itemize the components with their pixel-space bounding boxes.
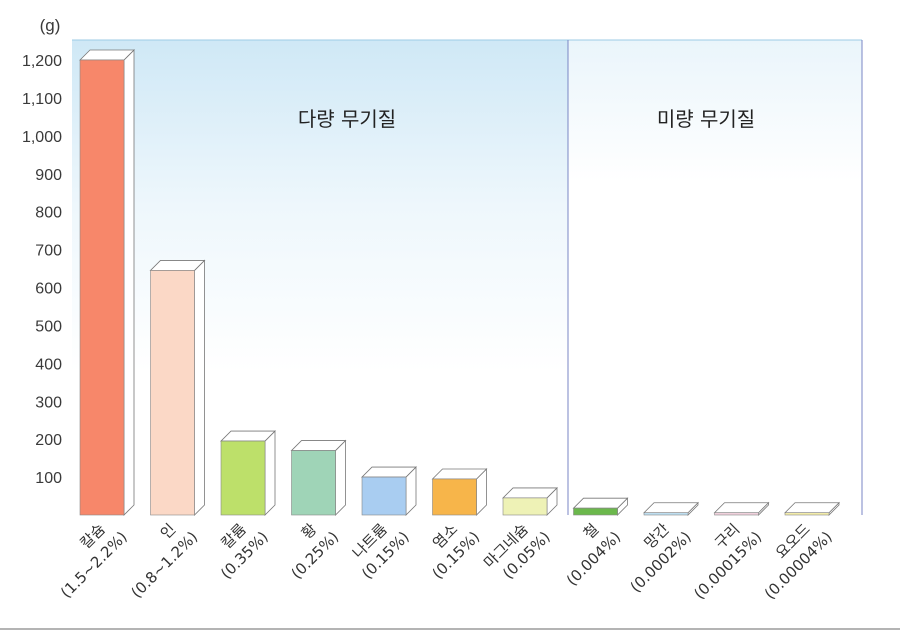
bar-side [194, 259, 205, 516]
bar-2 [149, 259, 206, 516]
bar-top [79, 49, 135, 61]
bar-top [572, 497, 629, 509]
bar-front [643, 512, 689, 516]
bar-5 [361, 466, 417, 516]
y-tick-label: 800 [35, 205, 62, 222]
y-tick-label: 600 [35, 281, 62, 298]
x-tick-label: 요오드(0.00004%) [761, 520, 836, 603]
x-tick-label: 망간(0.0002%) [627, 520, 695, 596]
y-tick-label: 900 [35, 167, 62, 184]
bar-top [290, 440, 347, 451]
y-tick-label: 200 [35, 432, 62, 449]
bar-front [291, 450, 336, 516]
region-label-macro: 다량 무기질 [298, 107, 396, 131]
bar-top [220, 430, 276, 442]
x-tick-label: 인(0.8~1.2%) [128, 520, 202, 602]
bar-3 [220, 430, 276, 516]
x-tick-label: 염소(0.15%) [429, 520, 484, 583]
bar-8 [572, 497, 629, 516]
bar-11 [784, 501, 840, 516]
bar-front [79, 59, 125, 516]
y-tick-label: 500 [35, 318, 62, 335]
x-tick-label: 칼슘(1.5~2.2%) [57, 520, 131, 601]
x-tick-label: 나트륨(0.15%) [349, 520, 413, 583]
region-label-micro: 미량 무기질 [657, 107, 755, 131]
y-tick-label: 100 [35, 470, 62, 487]
bar-front [502, 497, 548, 516]
bar-front [150, 270, 195, 516]
bar-top [361, 466, 417, 478]
bar-front [432, 478, 477, 516]
bar-top [713, 502, 770, 514]
bar-top [502, 487, 558, 499]
y-unit-label: (g) [40, 16, 61, 35]
bar-front [361, 476, 407, 516]
x-tick-label: 철(0.004%) [563, 520, 624, 589]
bar-top [149, 260, 206, 271]
y-tick-label: 700 [35, 243, 62, 260]
bar-front [220, 440, 266, 516]
bar-7 [502, 486, 558, 516]
x-tick-label: 마그네슘(0.05%) [480, 520, 554, 582]
x-label-percent: (0.8~1.2%) [128, 528, 202, 602]
bar-side [123, 49, 135, 516]
x-tick-label: 황(0.25%) [288, 520, 343, 583]
bar-1 [79, 49, 135, 516]
bar-9 [643, 501, 699, 516]
bar-side [335, 439, 346, 516]
micro-region-background [568, 40, 862, 515]
bar-front [784, 512, 830, 516]
bar-front [573, 507, 618, 516]
bar-10 [713, 501, 770, 516]
x-tick-label: 구리(0.00015%) [690, 520, 765, 603]
x-tick-label: 칼륨(0.35%) [217, 520, 272, 583]
bar-top [431, 468, 488, 480]
bar-6 [431, 468, 488, 516]
bar-front [714, 512, 759, 516]
bar-top [643, 502, 699, 514]
y-tick-label: 400 [35, 356, 62, 373]
bar-4 [290, 439, 347, 516]
y-tick-label: 1,000 [22, 129, 62, 146]
bar-top [784, 502, 840, 514]
y-tick-label: 1,100 [22, 91, 62, 108]
bar-side [264, 430, 276, 516]
y-tick-label: 1,200 [22, 53, 62, 70]
y-tick-label: 300 [35, 394, 62, 411]
